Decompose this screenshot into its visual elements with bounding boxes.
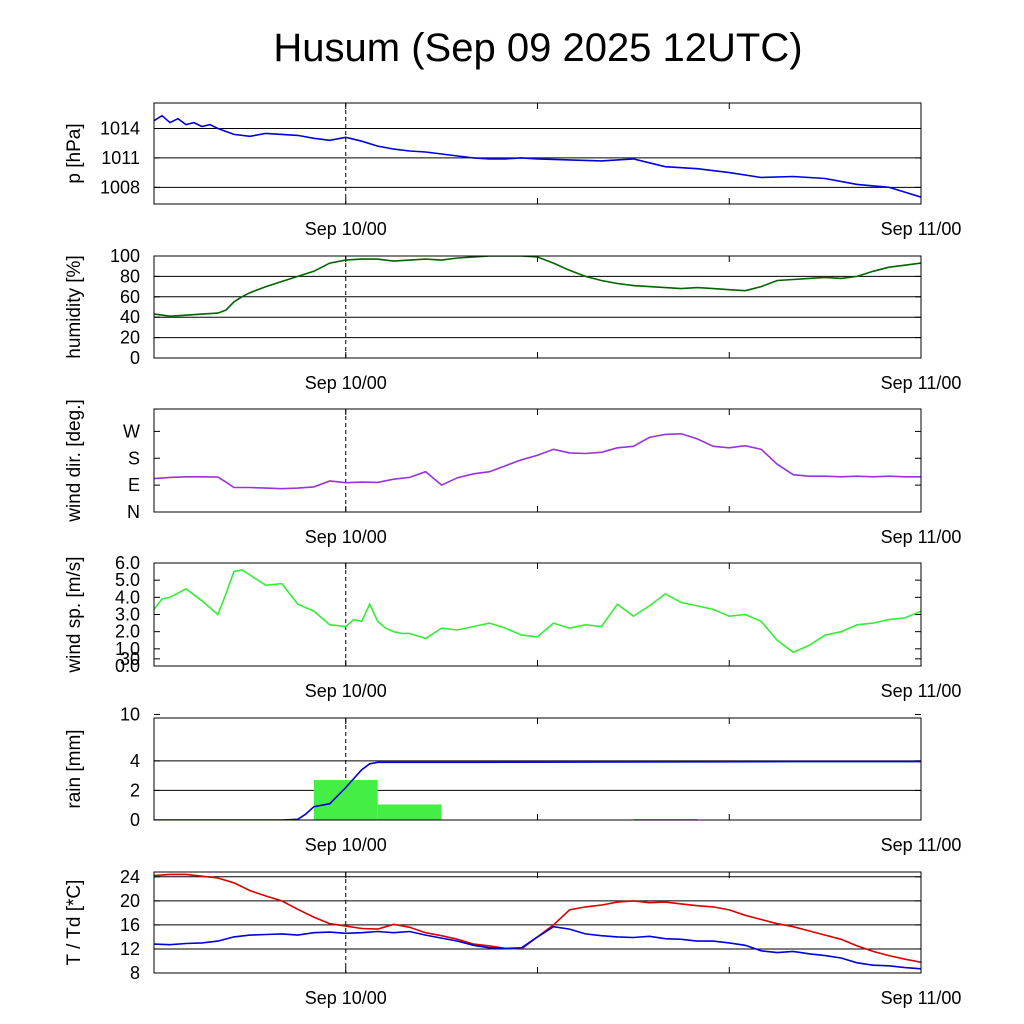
- y-tick-label: 60: [120, 287, 140, 307]
- y-tick-label: 2: [130, 780, 140, 800]
- y-tick-label: E: [128, 475, 140, 495]
- x-tick-label: Sep 10/00: [305, 835, 387, 855]
- panel-frame: [153, 102, 922, 205]
- series-line-1: [154, 432, 921, 490]
- y-tick-label: 2.0: [115, 622, 140, 642]
- y-tick-label: 0: [130, 810, 140, 830]
- y-tick-label: 30: [120, 649, 140, 669]
- y-tick-label: 1008: [100, 177, 140, 197]
- panel-5: 0 2 4 10 30 Sep 10/00 Sep 11/00 rain [mm]: [64, 649, 961, 855]
- page-title: Husum (Sep 09 2025 12UTC): [273, 26, 803, 70]
- panel-6: 8 12 16 20 24 Sep 10/00 Sep 11/00 T / Td [*C]: [64, 867, 961, 1008]
- x-tick-label: Sep 11/00: [881, 527, 962, 547]
- x-tick-label: Sep 10/00: [305, 988, 387, 1008]
- y-tick-label: 5.0: [115, 570, 140, 590]
- x-tick-label: Sep 11/00: [881, 373, 962, 393]
- panel-frame: [153, 717, 922, 821]
- y-tick-label: 1014: [100, 118, 140, 138]
- y-axis-label: p [hPa]: [64, 123, 85, 183]
- y-tick-label: 80: [120, 266, 140, 286]
- rain-bar: [377, 804, 442, 820]
- x-tick-label: Sep 11/00: [881, 219, 962, 239]
- y-tick-label: 40: [120, 307, 140, 327]
- y-axis-label: humidity [%]: [64, 255, 85, 358]
- y-tick-label: 20: [120, 891, 140, 911]
- y-tick-label: 100: [110, 246, 140, 266]
- y-tick-label: 3.0: [115, 605, 140, 625]
- panel-frame: [153, 871, 922, 974]
- y-tick-label: 4.0: [115, 587, 140, 607]
- x-tick-label: Sep 11/00: [881, 988, 962, 1008]
- y-tick-label: 16: [120, 915, 140, 935]
- x-tick-label: Sep 11/00: [881, 835, 962, 855]
- x-tick-label: Sep 10/00: [305, 219, 387, 239]
- y-axis-label: wind dir. [deg.]: [64, 399, 85, 523]
- x-tick-label: Sep 10/00: [305, 681, 387, 701]
- x-tick-label: Sep 11/00: [881, 681, 962, 701]
- y-tick-label: 12: [120, 939, 140, 959]
- y-tick-label: N: [127, 502, 140, 522]
- x-tick-label: Sep 10/00: [305, 373, 387, 393]
- y-tick-label: 0: [130, 348, 140, 368]
- series-line-1: [154, 760, 921, 820]
- panel-frame: [153, 408, 922, 513]
- y-tick-label: 6.0: [115, 553, 140, 573]
- rain-bar: [313, 780, 378, 820]
- panel-frame: [153, 255, 922, 359]
- series-line-1: [154, 569, 921, 654]
- panel-1: 1008 1011 1014 Sep 10/00 Sep 11/00 p [hPa]: [64, 102, 962, 239]
- series-line-1: [154, 114, 921, 198]
- y-tick-label: 1011: [101, 148, 140, 168]
- x-tick-label: Sep 10/00: [305, 527, 387, 547]
- y-tick-label: S: [128, 448, 140, 468]
- y-tick-label: W: [123, 421, 140, 441]
- series-line-2: [154, 925, 921, 970]
- y-tick-label: 8: [130, 963, 140, 983]
- y-tick-label: 10: [120, 704, 140, 724]
- y-axis-label: rain [mm]: [64, 729, 85, 808]
- y-axis-label: T / Td [*C]: [64, 880, 85, 966]
- panel-4: 0.01.02.03.04.05.06.0 Sep 10/00 Sep 11/00 w…: [64, 553, 961, 701]
- panel-frame: [153, 562, 922, 667]
- y-tick-label: 1.0: [115, 639, 140, 659]
- y-tick-label: 20: [120, 328, 140, 348]
- series-line-1: [154, 256, 921, 318]
- y-tick-label: 4: [130, 751, 140, 771]
- y-tick-label: 24: [120, 867, 140, 887]
- y-axis-label: wind sp. [m/s]: [64, 556, 85, 673]
- y-tick-label: 0.0: [115, 656, 140, 676]
